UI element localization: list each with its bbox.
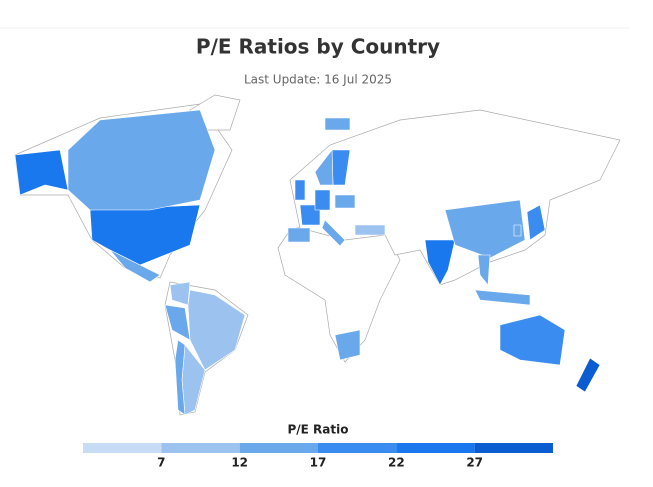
country (109, 249, 161, 283)
legend-tick-label: 7 (157, 456, 165, 470)
country (474, 289, 531, 306)
country (324, 117, 351, 131)
country (174, 339, 186, 416)
legend-tick-label: 22 (388, 456, 405, 470)
chart-subtitle: Last Update: 16 Jul 2025 (244, 73, 392, 87)
legend-swatch (83, 443, 162, 453)
country (321, 219, 346, 247)
country (14, 149, 201, 266)
chart-title: P/E Ratios by Country (196, 35, 440, 59)
country (334, 329, 361, 361)
country (477, 254, 491, 286)
legend-title: P/E Ratio (288, 423, 349, 437)
legend-tick-label: 17 (310, 456, 327, 470)
legend-swatch (318, 443, 397, 453)
legend-swatch (161, 443, 240, 453)
country (67, 109, 216, 211)
country (354, 224, 386, 236)
country (314, 189, 331, 211)
country (187, 289, 246, 371)
legend-swatch (474, 443, 553, 453)
country (444, 199, 526, 259)
country (287, 227, 311, 243)
land (289, 109, 621, 286)
legend-tick-label: 12 (231, 456, 248, 470)
countries (14, 109, 601, 416)
country (294, 179, 306, 201)
legend-swatch (239, 443, 318, 453)
country (513, 224, 522, 237)
country (314, 149, 334, 186)
country (526, 204, 546, 241)
country (424, 239, 456, 286)
country (334, 194, 356, 209)
legend-tick-label: 27 (466, 456, 483, 470)
legend: 7 12 17 22 27 (83, 443, 553, 470)
country (575, 357, 601, 393)
country (499, 314, 566, 366)
legend-swatch (396, 443, 475, 453)
